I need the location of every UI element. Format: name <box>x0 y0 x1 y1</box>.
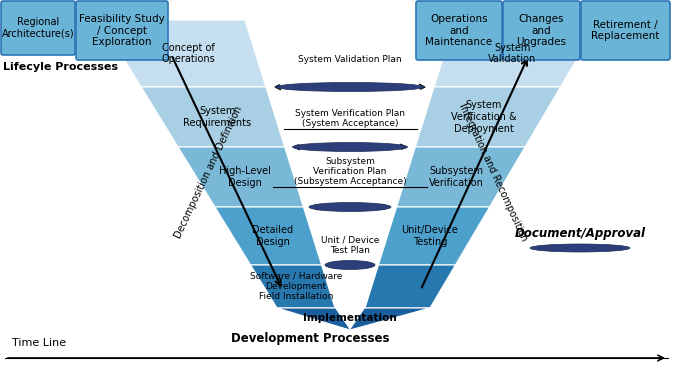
Polygon shape <box>365 265 456 308</box>
Ellipse shape <box>325 260 375 269</box>
Text: Decomposition and Definition: Decomposition and Definition <box>174 105 244 240</box>
Polygon shape <box>379 207 489 265</box>
Text: (System Acceptance): (System Acceptance) <box>302 119 398 128</box>
FancyBboxPatch shape <box>581 1 670 60</box>
Text: System
Validation: System Validation <box>489 43 536 64</box>
Text: Regional
Architecture(s): Regional Architecture(s) <box>1 17 74 39</box>
FancyBboxPatch shape <box>503 1 580 60</box>
FancyBboxPatch shape <box>416 1 502 60</box>
Polygon shape <box>245 20 455 330</box>
FancyBboxPatch shape <box>1 1 75 55</box>
Text: Development Processes: Development Processes <box>231 332 389 345</box>
Text: System
Verification &
Deployment: System Verification & Deployment <box>451 100 517 134</box>
Text: Software / Hardware
Development
Field Installation: Software / Hardware Development Field In… <box>250 272 342 301</box>
Text: Subsystem: Subsystem <box>325 157 375 167</box>
Text: Time Line: Time Line <box>12 338 66 348</box>
Ellipse shape <box>309 202 391 212</box>
Polygon shape <box>141 87 285 147</box>
Text: Operations
and
Maintenance: Operations and Maintenance <box>426 14 493 47</box>
Text: High-Level
Design: High-Level Design <box>219 166 271 188</box>
Polygon shape <box>100 20 266 87</box>
Text: Feasibility Study
/ Concept
Exploration: Feasibility Study / Concept Exploration <box>79 14 165 47</box>
Polygon shape <box>434 20 600 87</box>
Text: Unit / Device
Test Plan: Unit / Device Test Plan <box>321 235 379 255</box>
Text: System Verification Plan: System Verification Plan <box>295 109 405 119</box>
Polygon shape <box>277 308 430 330</box>
Ellipse shape <box>530 244 630 252</box>
Polygon shape <box>251 265 335 308</box>
Ellipse shape <box>276 83 424 92</box>
FancyBboxPatch shape <box>76 1 168 60</box>
Text: Lifecyle Processes: Lifecyle Processes <box>3 62 118 72</box>
Text: (Subsystem Acceptance): (Subsystem Acceptance) <box>294 177 406 186</box>
Text: Concept of
Operations: Concept of Operations <box>161 43 215 64</box>
Polygon shape <box>415 87 561 147</box>
Text: System Validation Plan: System Validation Plan <box>298 55 402 64</box>
Text: Subsystem
Verification: Subsystem Verification <box>429 166 484 188</box>
Text: Verification Plan: Verification Plan <box>314 167 386 176</box>
Ellipse shape <box>293 142 407 151</box>
Text: Detailed
Design: Detailed Design <box>252 225 293 247</box>
Text: Implementation: Implementation <box>303 313 397 323</box>
Text: Unit/Device
Testing: Unit/Device Testing <box>402 225 458 247</box>
Polygon shape <box>178 147 303 207</box>
Polygon shape <box>215 207 321 265</box>
Text: Integration and Recomposition: Integration and Recomposition <box>456 102 528 243</box>
Text: Changes
and
Upgrades: Changes and Upgrades <box>517 14 566 47</box>
Polygon shape <box>397 147 525 207</box>
Text: System
Requirements: System Requirements <box>183 106 251 128</box>
Text: Document/Approval: Document/Approval <box>514 227 645 240</box>
Text: Retirement /
Replacement: Retirement / Replacement <box>592 20 659 41</box>
